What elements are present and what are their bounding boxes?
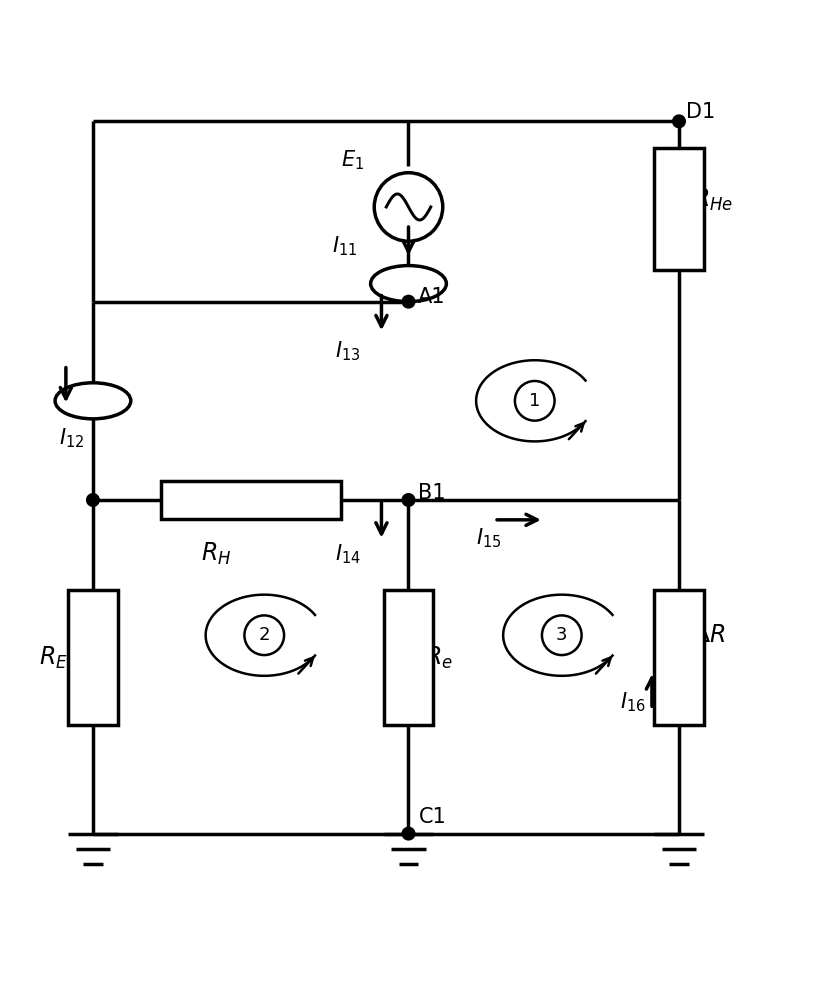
Text: 3: 3 (556, 626, 568, 644)
Text: $R_E$: $R_E$ (39, 645, 68, 671)
Text: 1: 1 (529, 392, 540, 410)
Text: $\Delta R$: $\Delta R$ (693, 623, 725, 647)
Circle shape (402, 494, 415, 506)
Text: $R_{He}$: $R_{He}$ (693, 187, 733, 213)
FancyBboxPatch shape (384, 590, 433, 725)
Text: $I_{13}$: $I_{13}$ (335, 339, 360, 363)
FancyBboxPatch shape (654, 148, 703, 270)
Text: $I_{12}$: $I_{12}$ (59, 427, 84, 450)
Text: A1: A1 (417, 287, 445, 307)
FancyBboxPatch shape (654, 590, 703, 725)
Circle shape (402, 827, 415, 840)
Text: D1: D1 (686, 102, 716, 122)
Circle shape (402, 295, 415, 308)
Text: $I_{14}$: $I_{14}$ (335, 542, 360, 566)
Text: $R_H$: $R_H$ (201, 541, 231, 567)
FancyBboxPatch shape (68, 590, 118, 725)
Text: $I_{15}$: $I_{15}$ (476, 526, 502, 550)
Text: C1: C1 (419, 807, 447, 827)
Circle shape (672, 115, 685, 128)
Text: $E_1$: $E_1$ (341, 148, 364, 172)
FancyBboxPatch shape (161, 481, 341, 519)
Circle shape (87, 494, 99, 506)
Text: $I_{11}$: $I_{11}$ (332, 234, 357, 258)
Text: B1: B1 (417, 483, 445, 503)
Text: $R_e$: $R_e$ (425, 645, 453, 671)
Text: 2: 2 (258, 626, 270, 644)
Text: $I_{16}$: $I_{16}$ (620, 690, 646, 714)
